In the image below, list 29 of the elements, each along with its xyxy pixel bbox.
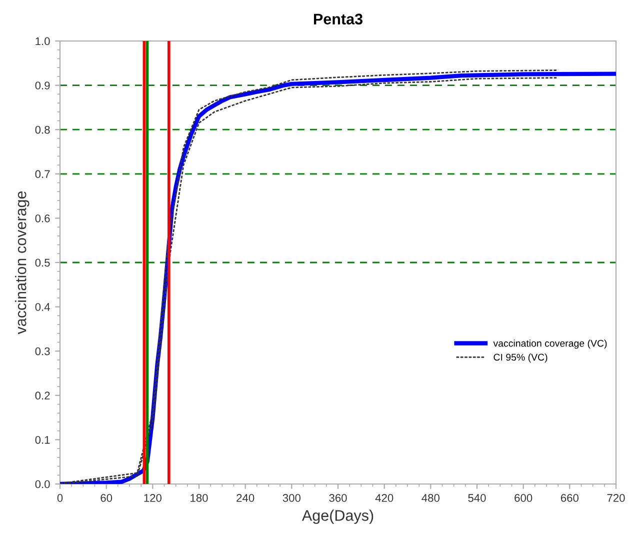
x-tick-label: 300 xyxy=(282,494,300,502)
y-tick-label: 1.0 xyxy=(36,37,50,46)
y-tick-label: 0.3 xyxy=(35,347,50,356)
y-tick-label: 0.0 xyxy=(35,480,50,488)
y-tick-label: 0.4 xyxy=(35,303,50,311)
x-tick-label: 60 xyxy=(100,494,112,502)
x-tick-label: 540 xyxy=(468,494,486,502)
x-tick-label: 480 xyxy=(422,494,440,502)
y-tick-label: 0.8 xyxy=(35,126,50,134)
chart-title: Penta3 xyxy=(314,14,362,25)
x-tick-label: 120 xyxy=(144,494,162,502)
y-tick-label: 0.7 xyxy=(35,170,50,178)
x-tick-label: 360 xyxy=(329,494,347,502)
x-tick-label: 600 xyxy=(514,494,532,502)
x-axis-title: Age(Days) xyxy=(302,510,374,524)
y-tick-label: 0.1 xyxy=(35,436,50,444)
x-tick-label: 0 xyxy=(57,494,63,502)
y-axis-title: vaccination coverage xyxy=(15,191,30,334)
y-tick-label: 0.2 xyxy=(35,392,50,400)
y-tick-label: 0.5 xyxy=(35,258,50,267)
x-tick-label: 720 xyxy=(607,494,625,502)
x-tick-label: 660 xyxy=(560,494,578,502)
legend-label: CI 95% (VC) xyxy=(494,354,548,363)
x-tick-label: 180 xyxy=(190,494,208,502)
x-tick-label: 420 xyxy=(375,494,394,502)
y-tick-label: 0.6 xyxy=(35,214,50,222)
x-tick-label: 240 xyxy=(236,494,254,502)
legend-label: vaccination coverage (VC) xyxy=(493,340,607,349)
y-tick-label: 0.9 xyxy=(35,82,50,90)
